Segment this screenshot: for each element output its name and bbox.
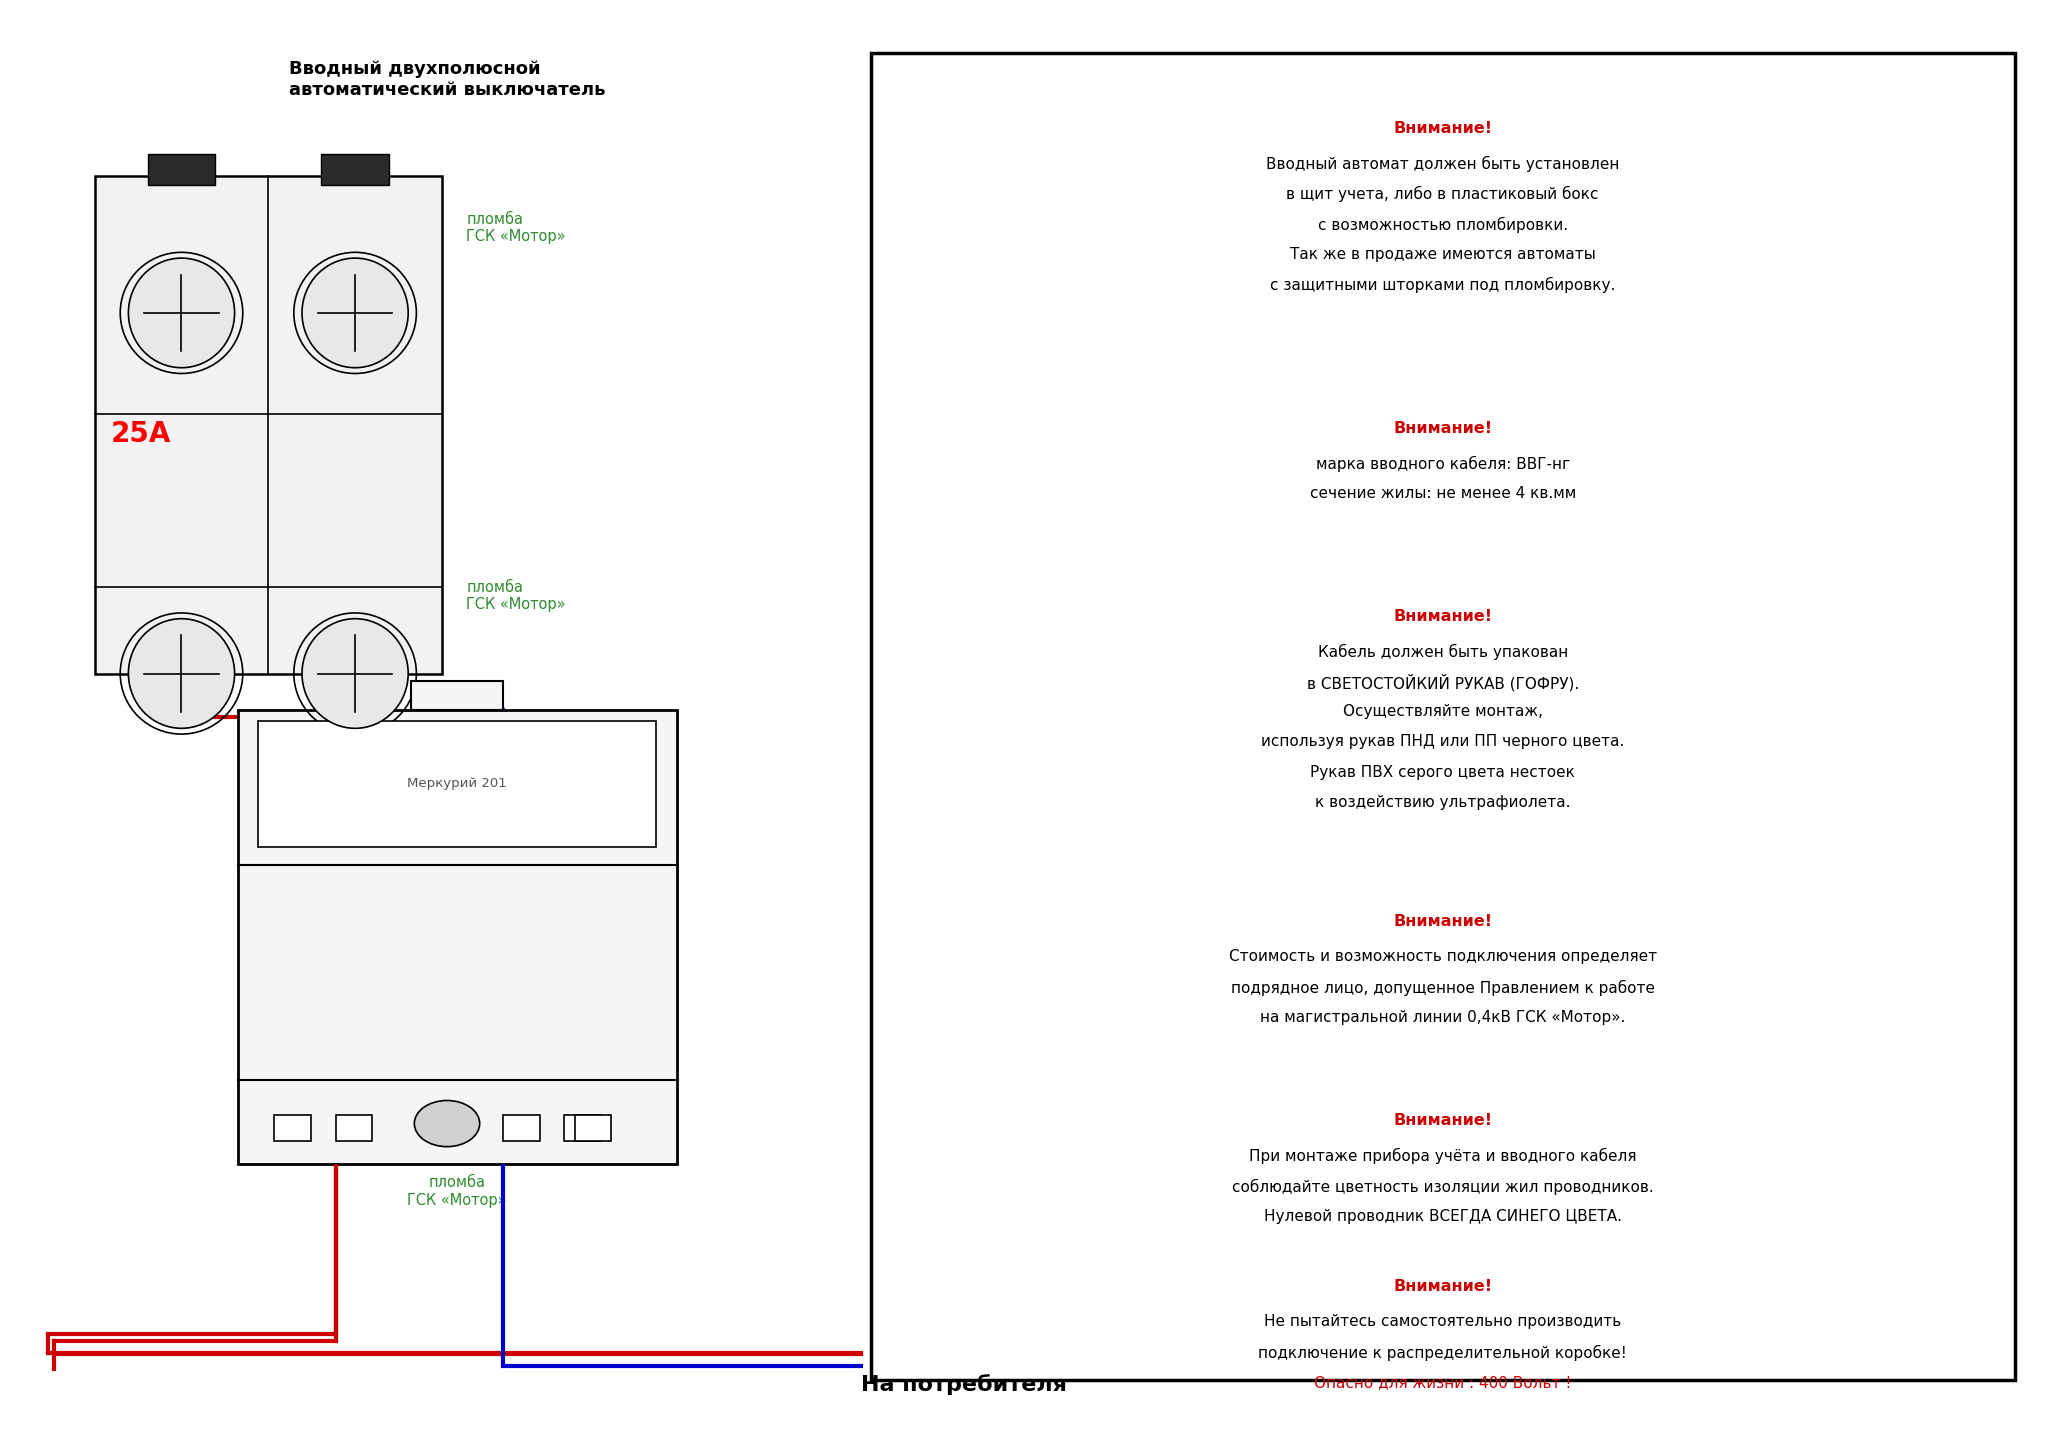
Text: с защитными шторками под пломбировку.: с защитными шторками под пломбировку. — [1270, 277, 1616, 292]
Text: пломба
ГСК «Мотор»: пломба ГСК «Мотор» — [408, 1176, 508, 1208]
Ellipse shape — [129, 258, 236, 368]
Bar — [575, 1115, 612, 1141]
Bar — [870, 54, 2015, 1380]
Text: Вводный автомат должен быть установлен: Вводный автомат должен быть установлен — [1266, 156, 1620, 172]
Ellipse shape — [301, 258, 408, 368]
Text: подключение к распределительной коробке!: подключение к распределительной коробке! — [1257, 1344, 1626, 1361]
Bar — [94, 175, 442, 673]
Text: на магистральной линии 0,4кВ ГСК «Мотор».: на магистральной линии 0,4кВ ГСК «Мотор»… — [1260, 1009, 1626, 1025]
Circle shape — [414, 1100, 479, 1147]
Text: Вводный двухполюсной
автоматический выключатель: Вводный двухполюсной автоматический выкл… — [289, 61, 606, 100]
Text: в СВЕТОСТОЙКИЙ РУКАВ (ГОФРУ).: в СВЕТОСТОЙКИЙ РУКАВ (ГОФРУ). — [1307, 673, 1579, 691]
Bar — [565, 1115, 602, 1141]
Text: Внимание!: Внимание! — [1393, 421, 1493, 436]
Text: используя рукав ПНД или ПП черного цвета.: используя рукав ПНД или ПП черного цвета… — [1262, 734, 1624, 749]
Text: Внимание!: Внимание! — [1393, 608, 1493, 624]
Text: марка вводного кабеля: ВВГ-нг: марка вводного кабеля: ВВГ-нг — [1315, 456, 1569, 472]
Text: сечение жилы: не менее 4 кв.мм: сечение жилы: не менее 4 кв.мм — [1309, 487, 1575, 501]
Text: подрядное лицо, допущенное Правлением к работе: подрядное лицо, допущенное Правлением к … — [1231, 979, 1655, 996]
Text: Внимание!: Внимание! — [1393, 914, 1493, 930]
Text: Стоимость и возможность подключения определяет: Стоимость и возможность подключения опре… — [1229, 950, 1657, 964]
Text: На потребителя: На потребителя — [860, 1374, 1067, 1394]
Text: к воздействию ультрафиолета.: к воздействию ультрафиолета. — [1315, 795, 1571, 809]
Text: Осуществляйте монтаж,: Осуществляйте монтаж, — [1343, 704, 1542, 720]
Text: Не пытайтесь самостоятельно производить: Не пытайтесь самостоятельно производить — [1264, 1315, 1622, 1329]
Text: Внимание!: Внимание! — [1393, 122, 1493, 136]
Text: пломба
ГСК «Мотор»: пломба ГСК «Мотор» — [467, 211, 565, 245]
Text: 25А: 25А — [111, 420, 172, 447]
Text: При монтаже прибора учёта и вводного кабеля: При монтаже прибора учёта и вводного каб… — [1249, 1148, 1636, 1164]
Text: Нулевой проводник ВСЕГДА СИНЕГО ЦВЕТА.: Нулевой проводник ВСЕГДА СИНЕГО ЦВЕТА. — [1264, 1209, 1622, 1224]
Text: соблюдайте цветность изоляции жил проводников.: соблюдайте цветность изоляции жил провод… — [1231, 1179, 1653, 1195]
Bar — [322, 153, 389, 185]
Text: Опасно для жизни : 400 Вольт !: Опасно для жизни : 400 Вольт ! — [1315, 1374, 1571, 1390]
Ellipse shape — [129, 618, 236, 728]
Bar — [238, 710, 676, 1164]
Ellipse shape — [301, 618, 408, 728]
Text: Кабель должен быть упакован: Кабель должен быть упакован — [1317, 643, 1569, 660]
Text: с возможностью пломбировки.: с возможностью пломбировки. — [1317, 216, 1569, 233]
Bar — [274, 1115, 311, 1141]
Bar — [412, 681, 504, 710]
Text: пломба
ГСК «Мотор»: пломба ГСК «Мотор» — [467, 579, 565, 613]
Bar — [258, 721, 655, 847]
Text: Так же в продаже имеются автоматы: Так же в продаже имеются автоматы — [1290, 246, 1595, 262]
Text: Внимание!: Внимание! — [1393, 1280, 1493, 1295]
Bar — [147, 153, 215, 185]
Bar — [504, 1115, 541, 1141]
Text: в щит учета, либо в пластиковый бокс: в щит учета, либо в пластиковый бокс — [1286, 187, 1599, 203]
Text: Внимание!: Внимание! — [1393, 1114, 1493, 1128]
Text: Рукав ПВХ серого цвета нестоек: Рукав ПВХ серого цвета нестоек — [1311, 765, 1575, 779]
Text: Меркурий 201: Меркурий 201 — [408, 778, 508, 791]
Bar — [336, 1115, 373, 1141]
